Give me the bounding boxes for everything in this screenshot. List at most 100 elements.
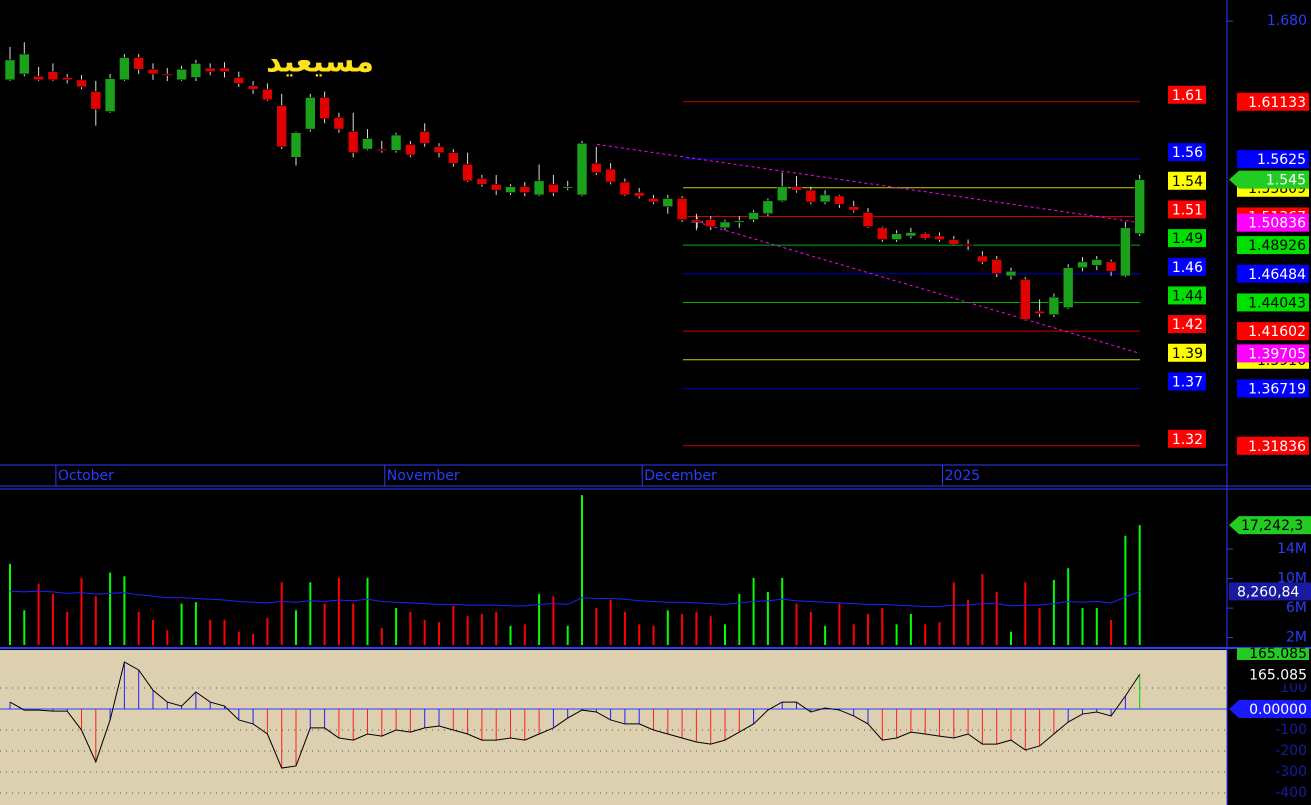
trendline (596, 143, 1141, 224)
candle-body (1048, 296, 1060, 315)
candle-body (834, 195, 845, 205)
level-axis-label: 1.46484 (1248, 267, 1306, 283)
candle-body (819, 194, 831, 203)
level-label-box (1168, 429, 1206, 448)
candle-body (76, 79, 87, 88)
y-tick-label: 14M (1277, 541, 1307, 557)
level-axis-label: 1.61133 (1248, 95, 1306, 111)
candle-body (419, 131, 431, 144)
candle-body (762, 200, 774, 215)
level-axis-label-box (1237, 236, 1309, 255)
candle-body (705, 219, 717, 227)
candle-body (948, 239, 960, 245)
level-axis-label: 1.48926 (1248, 238, 1306, 254)
candle-body (476, 178, 488, 185)
x-tick-label: November (387, 468, 460, 484)
candle-body (1120, 227, 1131, 277)
level-axis-label-box (1237, 150, 1309, 169)
level-axis-label-box (1237, 379, 1309, 398)
x-tick-label: October (58, 468, 114, 484)
candle-body (605, 168, 616, 183)
y-tick-label: -200 (1275, 743, 1307, 759)
candle-body (390, 134, 402, 151)
volume-average-box (1229, 582, 1311, 601)
candle-body (648, 198, 659, 203)
level-axis-label-box (1237, 264, 1309, 283)
y-tick-label: -100 (1275, 722, 1307, 738)
candle-body (691, 219, 702, 223)
candle-body (405, 144, 416, 156)
candle-body (1105, 261, 1117, 272)
candle-body (533, 180, 545, 196)
trendline-label-box (1237, 344, 1309, 363)
candle-body (362, 138, 373, 150)
candle-body (1091, 259, 1103, 266)
candle-body (133, 57, 144, 70)
candle-body (848, 206, 860, 211)
level-label: 1.39 (1172, 346, 1203, 362)
level-axis-label-box (1237, 322, 1309, 341)
level-axis-label: 1.36719 (1248, 381, 1306, 397)
candle-body (1077, 261, 1088, 269)
level-label-box (1168, 257, 1206, 276)
level-axis-label-box (1237, 436, 1309, 455)
level-label: 1.46 (1172, 260, 1203, 276)
candle-body (548, 184, 559, 193)
candle-body (219, 67, 230, 72)
level-axis-label: 1.41602 (1248, 324, 1306, 340)
candle-body (347, 131, 359, 153)
level-label: 1.37 (1172, 374, 1203, 390)
level-label-box (1168, 143, 1206, 162)
candle-body (919, 233, 931, 239)
candle-body (1005, 270, 1017, 277)
cci-top-box (1237, 648, 1309, 660)
level-label: 1.42 (1172, 317, 1203, 333)
candle-body (1034, 310, 1045, 314)
candle-body (662, 198, 674, 207)
candle-body (162, 73, 173, 76)
candle-body (333, 117, 345, 130)
level-axis-label: 1.5625 (1257, 152, 1306, 168)
level-label: 1.51 (1172, 202, 1203, 218)
candle-body (147, 68, 159, 75)
candle-body (304, 97, 316, 130)
last-price: 1.545 (1266, 173, 1306, 189)
candle-body (33, 76, 44, 81)
candle-body (490, 184, 502, 191)
candle-body (748, 212, 759, 220)
candle-body (791, 186, 802, 191)
zero-label: 0.00000 (1249, 702, 1307, 718)
candle-body (290, 132, 302, 158)
candle-body (962, 243, 974, 247)
cci-pane (0, 650, 1227, 805)
candle-body (862, 212, 874, 227)
level-label-box (1168, 315, 1206, 334)
candle-body (18, 53, 30, 75)
cci-last-box (1237, 665, 1309, 684)
level-label: 1.32 (1172, 432, 1203, 448)
candle-body (4, 59, 16, 81)
candle-body (376, 148, 388, 151)
candle-body (805, 189, 817, 203)
candle-body (447, 152, 459, 164)
candle-body (519, 186, 531, 193)
trendline-label: 1.39705 (1248, 346, 1306, 362)
level-label-box (1168, 171, 1206, 190)
level-label: 1.56 (1172, 145, 1203, 161)
trendline (696, 221, 1141, 354)
candle-body (1062, 267, 1074, 308)
candle-body (876, 227, 888, 240)
y-tick-label: 1.680 (1267, 13, 1307, 29)
candle-body (119, 57, 130, 81)
cci-line (9, 661, 1141, 769)
candle-body (562, 186, 574, 189)
candle-body (90, 91, 102, 110)
cci-top-label: 165.085 (1249, 646, 1307, 662)
candle-body (633, 192, 645, 197)
candle-body (991, 259, 1003, 274)
candle-body (733, 220, 745, 223)
trendline-label: 1.50836 (1248, 216, 1306, 232)
candle-body (905, 232, 917, 237)
